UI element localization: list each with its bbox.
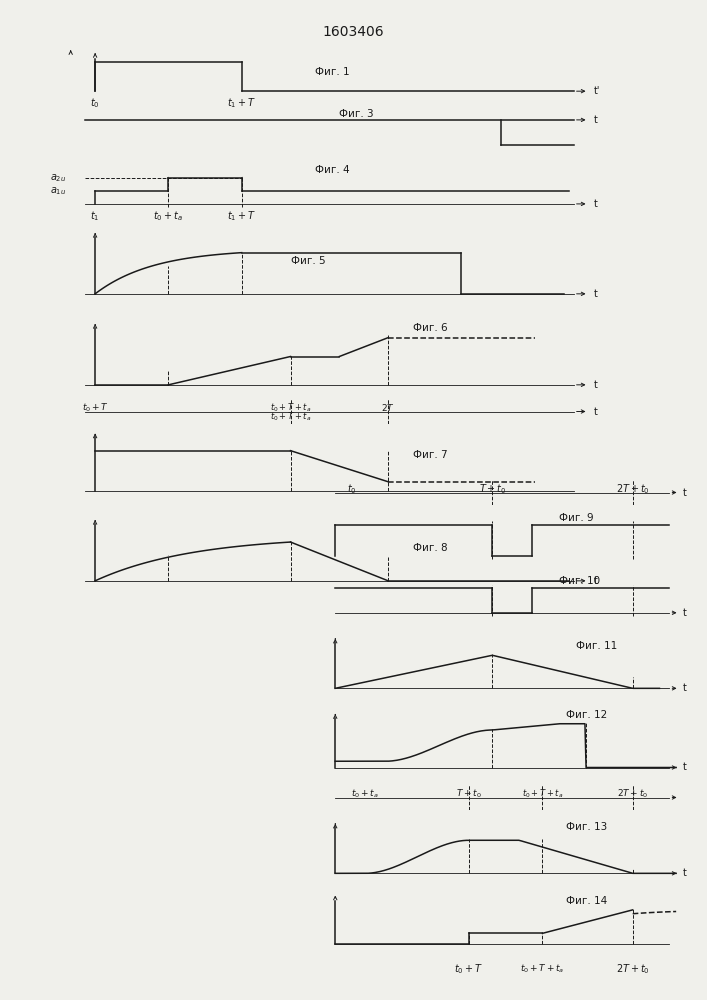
Text: $2T+t_0$: $2T+t_0$ (616, 483, 650, 496)
Text: $a_{2u}$: $a_{2u}$ (49, 172, 66, 184)
Text: Фиг. 13: Фиг. 13 (566, 822, 607, 832)
Text: 1603406: 1603406 (322, 25, 385, 39)
Text: $a_{1u}$: $a_{1u}$ (49, 185, 66, 197)
Text: t: t (593, 407, 597, 417)
Text: $t_0+T$: $t_0+T$ (455, 962, 484, 976)
Text: $2T+t_0$: $2T+t_0$ (616, 962, 650, 976)
Text: $t_0+t_a$: $t_0+t_a$ (153, 209, 183, 223)
Text: t: t (593, 380, 597, 390)
Text: $t_0+t_a$: $t_0+t_a$ (351, 788, 379, 800)
Text: $t_1$: $t_1$ (90, 209, 100, 223)
Text: $t_0+T+t_a$: $t_0+T+t_a$ (270, 410, 311, 423)
Text: Фиг. 4: Фиг. 4 (315, 165, 349, 175)
Text: t: t (683, 608, 686, 618)
Text: t: t (683, 762, 686, 772)
Text: t: t (683, 488, 686, 497)
Text: Фиг. 9: Фиг. 9 (559, 513, 594, 523)
Text: t: t (683, 683, 686, 693)
Text: $2T$: $2T$ (381, 402, 395, 413)
Text: Фиг. 8: Фиг. 8 (413, 543, 448, 553)
Text: t': t' (593, 86, 600, 96)
Text: Фиг. 3: Фиг. 3 (339, 109, 374, 119)
Text: $t_0$: $t_0$ (347, 483, 357, 496)
Text: $T+t_0$: $T+t_0$ (456, 788, 481, 800)
Text: Фиг. 5: Фиг. 5 (291, 256, 325, 266)
Text: $t_1+T$: $t_1+T$ (227, 209, 256, 223)
Text: $t_1+T$: $t_1+T$ (227, 96, 256, 110)
Text: Фиг. 7: Фиг. 7 (413, 450, 448, 460)
Text: t: t (593, 115, 597, 125)
Text: $T+t_0$: $T+t_0$ (479, 483, 506, 496)
Text: Фиг. 11: Фиг. 11 (576, 641, 617, 651)
Text: t: t (593, 289, 597, 299)
Text: t: t (593, 576, 597, 586)
Text: t: t (593, 199, 597, 209)
Text: Фиг. 10: Фиг. 10 (559, 576, 600, 586)
Text: Фиг. 6: Фиг. 6 (413, 323, 448, 333)
Text: Фиг. 1: Фиг. 1 (315, 67, 349, 77)
Text: $t_0+T$: $t_0+T$ (82, 402, 109, 414)
Text: $t_0+T+t_a$: $t_0+T+t_a$ (522, 788, 563, 800)
Text: $t_0+T+t_a$: $t_0+T+t_a$ (520, 962, 565, 975)
Text: $t_0$: $t_0$ (90, 96, 100, 110)
Text: $t_0+T+t_a$: $t_0+T+t_a$ (270, 402, 311, 414)
Text: t: t (683, 868, 686, 878)
Text: $2T+t_0$: $2T+t_0$ (617, 788, 648, 800)
Text: Фиг. 12: Фиг. 12 (566, 710, 607, 720)
Text: Фиг. 14: Фиг. 14 (566, 896, 607, 906)
